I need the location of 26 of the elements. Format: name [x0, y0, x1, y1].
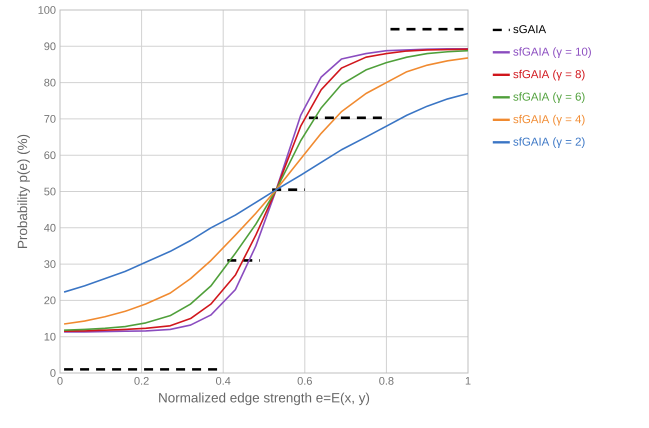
- y-axis-title: Probability p(e) (%): [17, 134, 30, 248]
- y-tick-label: 30: [44, 260, 56, 268]
- legend-label: sfGAIA (γ = 6): [513, 92, 585, 103]
- legend-label: sGAIA: [513, 25, 546, 34]
- x-tick-label: 0.2: [134, 377, 149, 385]
- y-tick-label: 0: [50, 369, 56, 377]
- legend-label: sfGAIA (γ = 2): [513, 137, 585, 148]
- x-tick-label: 0: [57, 377, 63, 385]
- y-tick-label: 10: [44, 332, 56, 341]
- y-tick-label: 20: [44, 296, 56, 304]
- x-axis-title: Normalized edge strength e=E(x, y): [159, 392, 370, 406]
- legend-label: sfGAIA (γ = 4): [513, 114, 585, 126]
- x-tick-label: 0.6: [298, 377, 312, 385]
- y-tick-label: 90: [44, 42, 56, 50]
- y-tick-label: 60: [44, 151, 56, 160]
- legend-label: sfGAIA (γ = 10): [513, 47, 591, 58]
- y-tick-label: 40: [44, 224, 56, 232]
- y-tick-label: 80: [44, 78, 56, 86]
- y-tick-label: 70: [44, 115, 56, 123]
- y-tick-label: 100: [38, 6, 56, 14]
- x-tick-label: 0.4: [216, 377, 230, 385]
- legend-label: sfGAIA (γ = 8): [513, 70, 585, 80]
- x-tick-label: 0.8: [379, 377, 394, 385]
- line-series: [63, 92, 469, 293]
- x-tick-label: 1: [466, 377, 471, 385]
- y-tick-label: 50: [44, 188, 56, 196]
